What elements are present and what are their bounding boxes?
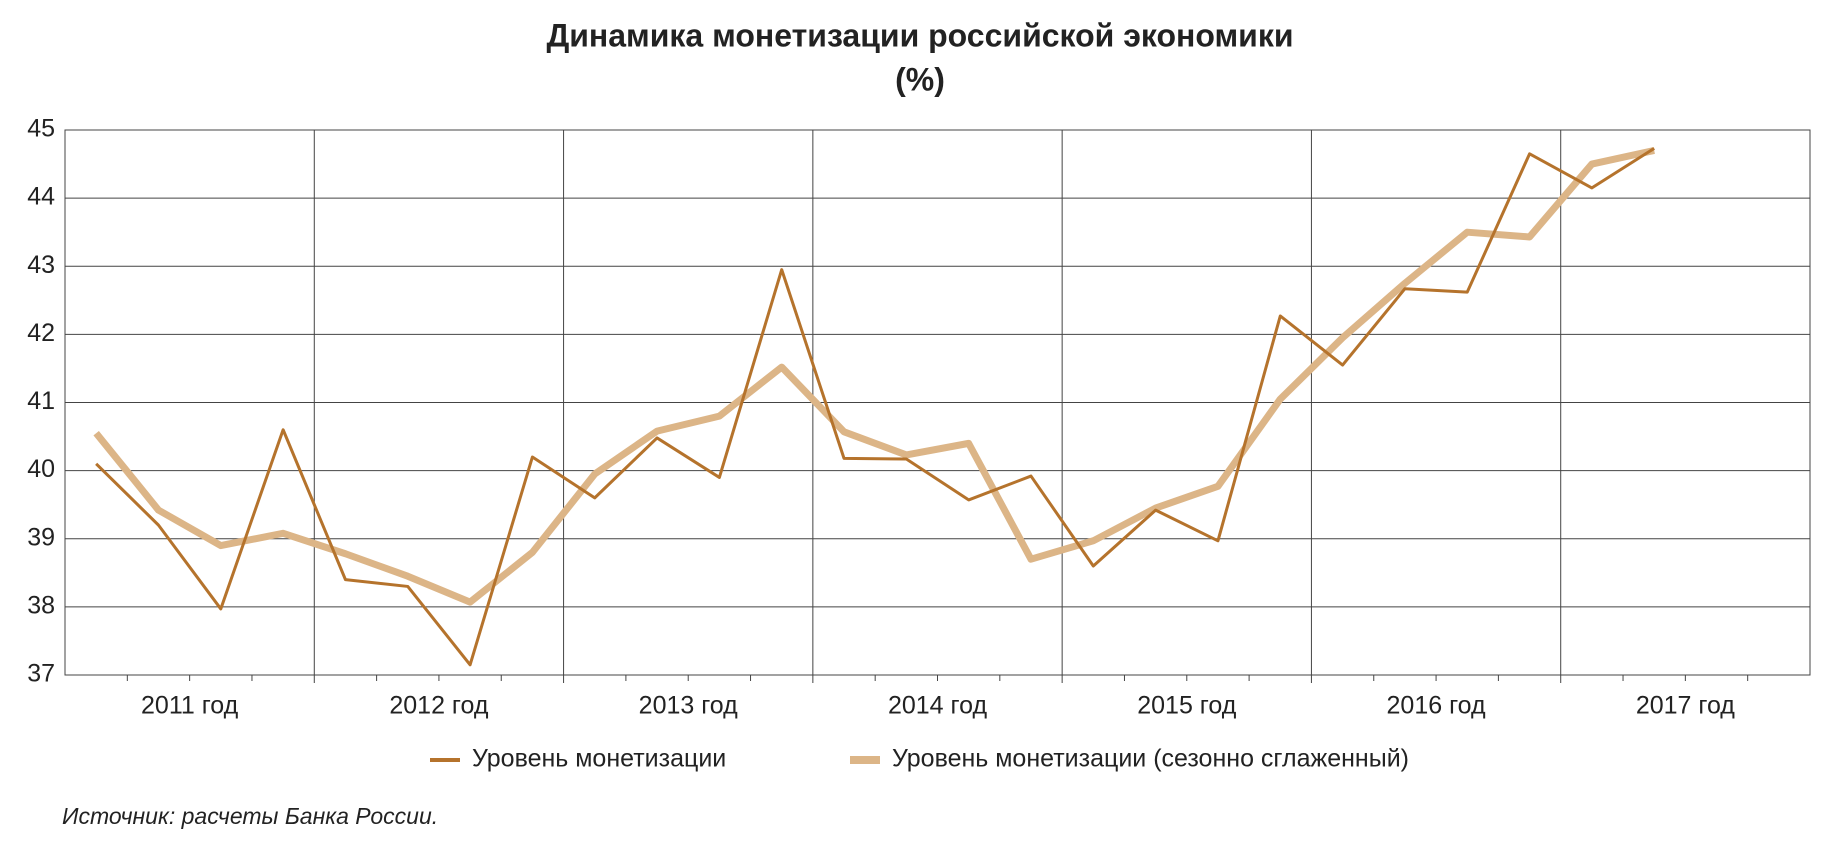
x-tick-label: 2016 год xyxy=(1387,692,1486,720)
chart-title: Динамика монетизации российской экономик… xyxy=(546,17,1293,53)
y-tick-label: 44 xyxy=(27,183,55,211)
x-tick-label: 2017 год xyxy=(1636,692,1735,720)
legend-label: Уровень монетизации (сезонно сглаженный) xyxy=(892,745,1409,773)
y-tick-label: 37 xyxy=(27,660,55,688)
x-tick-label: 2011 год xyxy=(141,692,239,720)
y-tick-label: 38 xyxy=(27,591,55,619)
source-note: Источник: расчеты Банка России. xyxy=(62,803,438,829)
y-tick-label: 42 xyxy=(27,319,55,347)
series-line xyxy=(93,147,1655,606)
x-tick-label: 2015 год xyxy=(1137,692,1236,720)
series-line xyxy=(95,147,1656,667)
chart-subtitle: (%) xyxy=(895,61,945,97)
x-tick-label: 2014 год xyxy=(888,692,987,720)
y-tick-label: 43 xyxy=(27,251,55,279)
y-tick-label: 39 xyxy=(27,523,55,551)
y-tick-label: 45 xyxy=(27,115,55,143)
x-tick-label: 2012 год xyxy=(389,692,488,720)
y-tick-label: 41 xyxy=(27,387,55,415)
legend-label: Уровень монетизации xyxy=(472,745,726,773)
x-tick-label: 2013 год xyxy=(639,692,738,720)
y-tick-label: 40 xyxy=(27,455,55,483)
